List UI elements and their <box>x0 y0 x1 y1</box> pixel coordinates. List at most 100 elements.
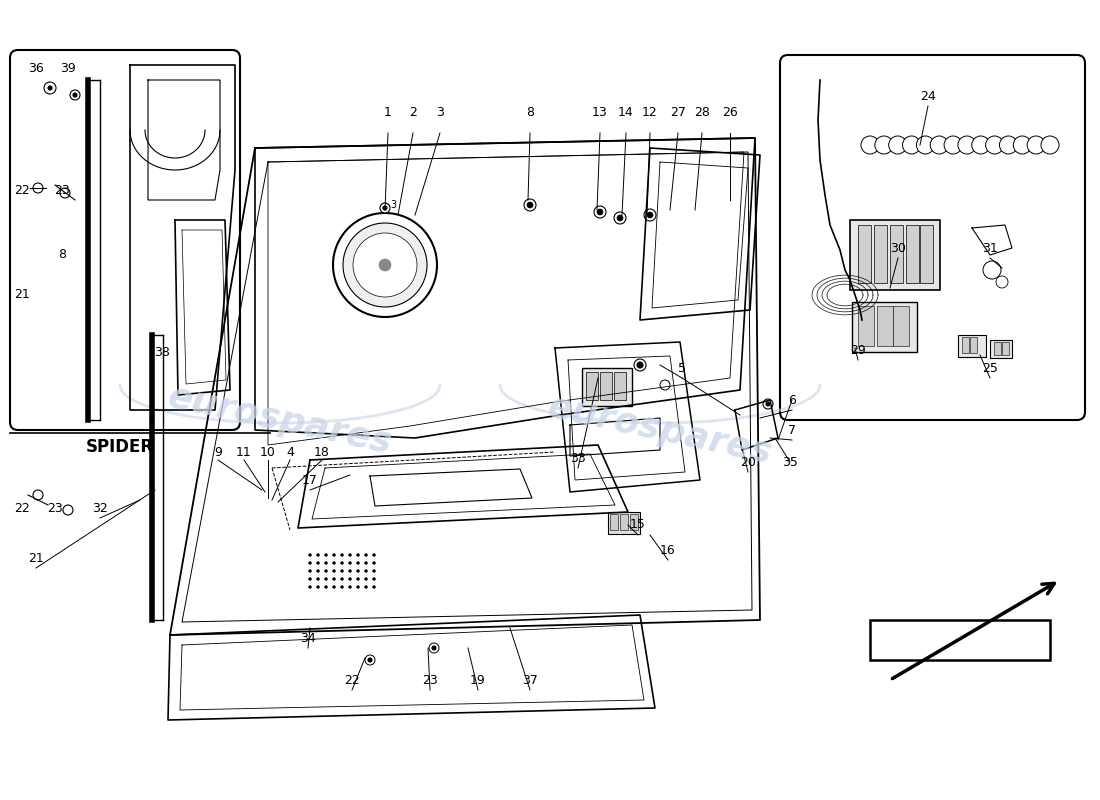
Bar <box>610 514 618 530</box>
Circle shape <box>73 93 77 97</box>
Circle shape <box>63 505 73 515</box>
Text: 5: 5 <box>678 362 686 374</box>
Circle shape <box>356 562 360 565</box>
Text: 13: 13 <box>592 106 608 118</box>
Bar <box>994 342 1001 355</box>
Text: 37: 37 <box>522 674 538 686</box>
Circle shape <box>33 490 43 500</box>
Circle shape <box>660 380 670 390</box>
Text: 2: 2 <box>409 106 417 118</box>
Circle shape <box>341 586 343 589</box>
Circle shape <box>349 586 352 589</box>
Circle shape <box>332 554 336 557</box>
FancyBboxPatch shape <box>10 50 240 430</box>
Circle shape <box>373 562 375 565</box>
Circle shape <box>317 570 319 573</box>
Circle shape <box>432 646 436 650</box>
Text: 27: 27 <box>670 106 686 118</box>
Text: 36: 36 <box>29 62 44 74</box>
Text: 29: 29 <box>850 343 866 357</box>
Circle shape <box>1000 136 1018 154</box>
Circle shape <box>324 562 328 565</box>
Circle shape <box>1027 136 1045 154</box>
Circle shape <box>373 586 375 589</box>
Circle shape <box>341 570 343 573</box>
Circle shape <box>902 136 921 154</box>
Circle shape <box>373 570 375 573</box>
Circle shape <box>324 578 328 581</box>
Text: 3: 3 <box>390 200 396 210</box>
Circle shape <box>317 554 319 557</box>
Circle shape <box>373 578 375 581</box>
Text: 28: 28 <box>694 106 710 118</box>
Text: 34: 34 <box>300 631 316 645</box>
Bar <box>920 225 933 283</box>
Circle shape <box>986 136 1003 154</box>
Circle shape <box>317 562 319 565</box>
Circle shape <box>33 183 43 193</box>
Text: 15: 15 <box>630 518 646 531</box>
Circle shape <box>383 206 387 210</box>
Circle shape <box>379 203 390 213</box>
Text: 21: 21 <box>14 289 30 302</box>
Text: 32: 32 <box>92 502 108 514</box>
Circle shape <box>308 570 311 573</box>
Circle shape <box>349 570 352 573</box>
Bar <box>858 225 871 283</box>
Circle shape <box>763 399 773 409</box>
Bar <box>990 340 1012 358</box>
Circle shape <box>889 136 906 154</box>
Circle shape <box>44 82 56 94</box>
Text: 26: 26 <box>722 106 738 118</box>
Text: 33: 33 <box>570 451 586 465</box>
Text: 21: 21 <box>29 551 44 565</box>
Text: 7: 7 <box>788 423 796 437</box>
Text: 22: 22 <box>14 183 30 197</box>
Bar <box>962 337 969 353</box>
Bar <box>620 514 628 530</box>
Circle shape <box>324 554 328 557</box>
Circle shape <box>341 562 343 565</box>
Bar <box>1002 342 1009 355</box>
Circle shape <box>60 188 70 198</box>
Circle shape <box>70 90 80 100</box>
Text: 22: 22 <box>14 502 30 514</box>
Circle shape <box>931 136 948 154</box>
Circle shape <box>341 554 343 557</box>
Circle shape <box>332 586 336 589</box>
FancyBboxPatch shape <box>780 55 1085 420</box>
Circle shape <box>971 136 990 154</box>
Text: 1: 1 <box>384 106 392 118</box>
Circle shape <box>324 586 328 589</box>
Circle shape <box>349 554 352 557</box>
Circle shape <box>527 202 534 208</box>
Circle shape <box>364 554 367 557</box>
Text: 20: 20 <box>740 455 756 469</box>
Text: 10: 10 <box>260 446 276 458</box>
Circle shape <box>944 136 962 154</box>
Circle shape <box>332 578 336 581</box>
Text: eurospares: eurospares <box>165 380 395 460</box>
Circle shape <box>983 261 1001 279</box>
Bar <box>852 302 917 352</box>
Text: 16: 16 <box>660 543 675 557</box>
Bar <box>970 337 977 353</box>
Circle shape <box>349 562 352 565</box>
Text: 3: 3 <box>436 106 444 118</box>
Text: 23: 23 <box>54 183 70 197</box>
Circle shape <box>308 554 311 557</box>
Circle shape <box>861 136 879 154</box>
Circle shape <box>644 209 656 221</box>
Circle shape <box>308 562 311 565</box>
Text: 6: 6 <box>788 394 796 406</box>
Circle shape <box>356 554 360 557</box>
Text: 18: 18 <box>315 446 330 458</box>
Circle shape <box>1041 136 1059 154</box>
Circle shape <box>332 562 336 565</box>
Circle shape <box>916 136 934 154</box>
Circle shape <box>317 578 319 581</box>
Circle shape <box>429 643 439 653</box>
Circle shape <box>48 86 52 90</box>
Circle shape <box>356 570 360 573</box>
Text: 23: 23 <box>422 674 438 686</box>
